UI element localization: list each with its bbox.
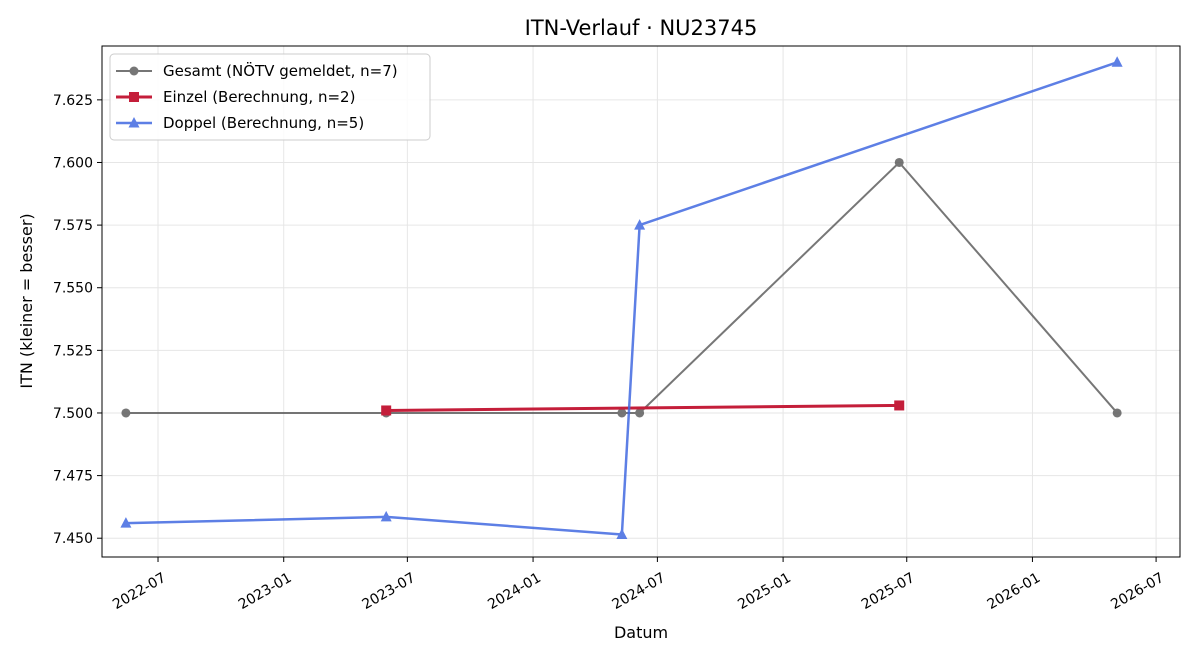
legend-marker (129, 92, 139, 102)
data-point (616, 528, 628, 539)
data-point (894, 157, 904, 167)
data-point (634, 219, 646, 230)
data-point (380, 510, 392, 522)
data-point (1111, 56, 1123, 67)
series-line (125, 161, 1118, 414)
y-tick-label: 7.625 (53, 93, 93, 109)
y-axis-label: ITN (kleiner = besser) (17, 213, 36, 388)
data-point (121, 408, 131, 418)
series-layer (120, 56, 1123, 539)
series-line (386, 403, 900, 412)
y-tick-label: 7.600 (53, 155, 93, 171)
y-tick-label: 7.575 (53, 218, 93, 234)
data-point (120, 517, 132, 528)
y-tick-label: 7.500 (53, 406, 93, 422)
y-axis: 7.450 7.475 7.500 7.525 7.550 7.575 7.600 7.625 (53, 93, 102, 547)
x-axis-label: Datum (614, 623, 668, 642)
legend-label: Einzel (Berechnung, n=2) (163, 88, 355, 106)
y-tick-label: 7.550 (53, 281, 93, 297)
legend-marker (129, 66, 139, 76)
y-tick-label: 7.525 (53, 343, 93, 359)
y-tick-label: 7.475 (53, 469, 93, 485)
legend-label: Doppel (Berechnung, n=5) (163, 114, 364, 132)
legend-entry (116, 66, 152, 76)
y-tick-label: 7.450 (53, 531, 93, 547)
data-point (381, 405, 392, 416)
data-point (635, 408, 645, 418)
legend-marker (128, 117, 140, 128)
chart-title: ITN-Verlauf · NU23745 (525, 16, 758, 40)
legend-entry (116, 117, 152, 128)
legend-label: Gesamt (NÖTV gemeldet, n=7) (163, 61, 398, 80)
data-point (894, 400, 905, 411)
data-point (617, 408, 627, 418)
plot-frame (101, 45, 1181, 558)
legend-box (109, 53, 431, 141)
legend-entry (116, 92, 152, 102)
legend: Gesamt (NÖTV gemeldet, n=7) Einzel (Berec… (109, 53, 431, 141)
series-3 (120, 56, 1123, 539)
series-2 (381, 400, 905, 416)
data-point (1112, 408, 1122, 418)
